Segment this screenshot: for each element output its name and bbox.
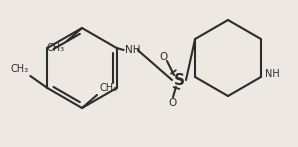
Text: CH₃: CH₃ — [47, 43, 65, 53]
Text: NH: NH — [125, 45, 140, 55]
Text: O: O — [159, 52, 167, 62]
Text: CH₃: CH₃ — [10, 64, 28, 74]
Text: NH: NH — [265, 69, 280, 79]
Text: CH₃: CH₃ — [99, 83, 117, 93]
Text: S: S — [173, 72, 184, 87]
Text: O: O — [168, 98, 176, 108]
